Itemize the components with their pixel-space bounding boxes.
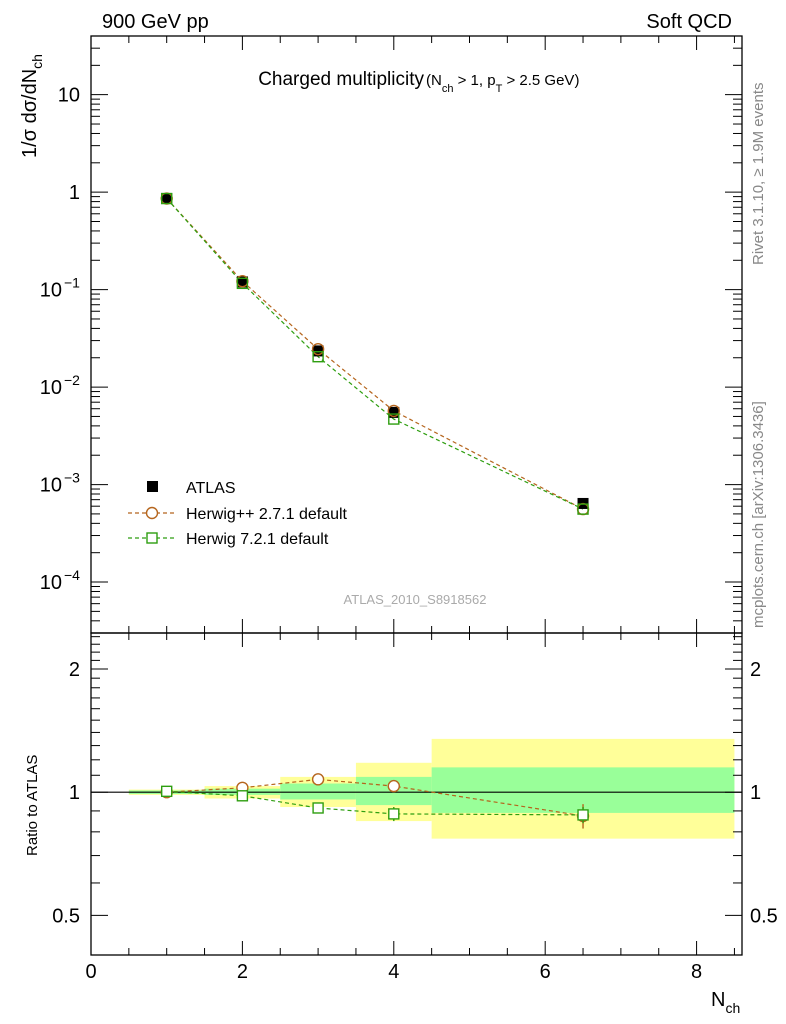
plot-frames	[90, 35, 743, 956]
legend-atlas-marker	[147, 481, 158, 492]
herwig7-ratio-point	[388, 808, 400, 820]
legend-herwigpp-marker	[145, 506, 159, 520]
legend-atlas-label: ATLAS	[186, 480, 236, 497]
mcplots-label: mcplots.cern.ch [arXiv:1306.3436]	[750, 401, 767, 628]
herwig7-ratio-point	[160, 785, 173, 798]
herwig7-ratio-point	[312, 802, 324, 814]
legend-herwig7-marker	[146, 532, 158, 544]
herwigpp-ratio-point	[311, 773, 325, 786]
herwig7-point	[236, 277, 249, 290]
ratio-line-herwigpp	[166, 778, 584, 817]
atlas-data-point	[388, 406, 400, 418]
herwig7-point	[388, 413, 400, 425]
herwigpp-point	[311, 342, 325, 356]
y-tick-label-main-exponent: −3	[64, 470, 80, 486]
legend: ATLAS Herwig++ 2.7.1 default Herwig 7.2.…	[128, 480, 348, 548]
herwig7-ratio-point	[236, 790, 249, 802]
ratio-line-herwig7	[166, 790, 584, 816]
x-tick-label-0: 0	[85, 961, 96, 983]
main-line-herwigpp	[166, 198, 584, 510]
x-tick-label-4: 4	[388, 961, 399, 983]
atlas-data-point	[236, 276, 248, 288]
x-tick-label-8: 8	[691, 961, 702, 983]
herwig7-point	[312, 351, 324, 363]
ratio-bands	[91, 738, 742, 839]
herwig7-point	[577, 503, 589, 515]
herwigpp-ratio-point	[387, 779, 400, 793]
y-tick-label-ratio-right: 0.5	[750, 905, 778, 927]
y-tick-label-ratio-right: 2	[750, 659, 761, 681]
y-tick-label-main: 1	[69, 182, 80, 204]
atlas-data-point	[312, 345, 324, 357]
ratio-y-axis-label: Ratio to ATLAS	[24, 755, 41, 856]
header-right-label: Soft QCD	[646, 11, 732, 33]
x-tick-label-6: 6	[540, 961, 551, 983]
legend-herwig7-label: Herwig 7.2.1 default	[186, 531, 329, 548]
y-tick-label-main: 10	[40, 377, 62, 399]
y-tick-label-main-exponent: −2	[64, 372, 80, 388]
herwig7-ratio-point	[577, 809, 589, 821]
y-tick-label-ratio-left: 2	[69, 659, 80, 681]
series-markers	[160, 192, 590, 829]
y-tick-label-main-exponent: −1	[64, 275, 80, 291]
rivet-version-label: Rivet 3.1.10, ≥ 1.9M events	[750, 83, 767, 266]
main-y-axis-label: 1/σ dσ/dNch	[19, 54, 45, 158]
analysis-watermark: ATLAS_2010_S8918562	[344, 592, 487, 607]
ratio-band-inner-2	[280, 783, 356, 800]
legend-herwigpp-label: Herwig++ 2.7.1 default	[186, 506, 348, 523]
chart-subtitle: (Nch > 1, pT > 2.5 GeV)	[426, 72, 579, 95]
herwigpp-point	[387, 404, 400, 418]
chart-title: Charged multiplicity	[258, 69, 424, 90]
atlas-data-point	[161, 193, 173, 205]
y-tick-label-main-exponent: −4	[64, 567, 80, 583]
x-tick-label-2: 2	[237, 961, 248, 983]
y-tick-label-ratio-left: 0.5	[52, 905, 80, 927]
herwig7-point	[160, 192, 173, 205]
y-tick-label-ratio-right: 1	[750, 782, 761, 804]
y-tick-label-main: 10	[40, 572, 62, 594]
ratio-plot-frame	[90, 632, 743, 956]
header-left-label: 900 GeV pp	[102, 11, 209, 33]
y-tick-label-ratio-left: 1	[69, 782, 80, 804]
x-axis-label: Nch	[711, 989, 740, 1016]
main-line-herwig7	[166, 198, 584, 510]
y-tick-label-main: 10	[58, 85, 80, 107]
y-tick-label-main: 10	[40, 475, 62, 497]
y-tick-label-main: 10	[40, 280, 62, 302]
